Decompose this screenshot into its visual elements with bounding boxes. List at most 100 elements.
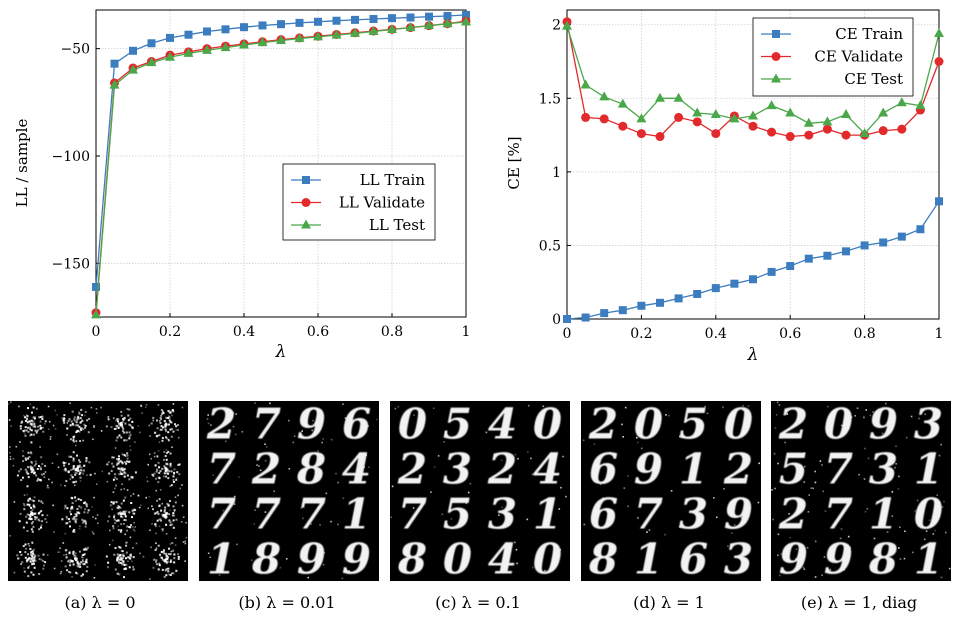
data-point-2 bbox=[785, 107, 796, 117]
sample-digit: 9 bbox=[824, 535, 853, 584]
series-line-0 bbox=[95, 14, 467, 287]
y-tick-label: −50 bbox=[60, 42, 90, 58]
sample-digit: 3 bbox=[679, 490, 708, 539]
data-point-2 bbox=[368, 25, 379, 35]
data-point-0 bbox=[656, 298, 664, 307]
data-point-2 bbox=[766, 100, 777, 110]
x-tick-label: 0.6 bbox=[307, 324, 329, 340]
sample-digit: 4 bbox=[342, 445, 371, 494]
sample-digit: 9 bbox=[634, 445, 663, 494]
sample-digit: 2 bbox=[397, 445, 427, 494]
data-point-0 bbox=[804, 254, 813, 263]
sample-digit: 7 bbox=[398, 490, 427, 539]
sample-digit: 3 bbox=[914, 400, 943, 449]
data-point-0 bbox=[221, 25, 230, 34]
data-point-0 bbox=[240, 23, 248, 32]
data-point-0 bbox=[258, 21, 267, 30]
data-point-0 bbox=[637, 301, 646, 310]
data-point-2 bbox=[461, 16, 471, 26]
sample-noise bbox=[582, 404, 760, 566]
ll-chart: 0 0.2 0.4 0.6 0.8 1−150−100−50 λ LL / sample … bbox=[13, 9, 471, 362]
ce-chart: 0 0.2 0.4 0.6 0.8 1 0 0.5 1 1.5 2 λ CE [%] CE Trai… bbox=[505, 9, 944, 365]
sample-blob bbox=[152, 498, 178, 532]
data-point-1 bbox=[711, 129, 721, 139]
legend-label: CE Validate bbox=[814, 48, 903, 66]
data-point-2 bbox=[202, 44, 212, 54]
ll-grid bbox=[95, 10, 467, 317]
sample-blob bbox=[105, 541, 135, 579]
sample-blob bbox=[106, 452, 137, 487]
data-point-2 bbox=[580, 79, 591, 89]
data-point-2 bbox=[183, 47, 194, 57]
data-point-2 bbox=[405, 22, 416, 32]
ce-ticks: 0 0.2 0.4 0.6 0.8 1 0 0.5 1 1.5 2 bbox=[539, 18, 944, 342]
data-point-1 bbox=[636, 129, 646, 139]
sample-digit: 3 bbox=[488, 490, 517, 539]
data-point-2 bbox=[803, 117, 814, 127]
sample-digit: 2 bbox=[588, 400, 618, 449]
data-point-2 bbox=[636, 113, 647, 123]
data-point-2 bbox=[878, 107, 889, 117]
sample-noise bbox=[771, 401, 951, 579]
legend-marker bbox=[771, 73, 781, 83]
data-point-0 bbox=[600, 309, 609, 318]
data-point-2 bbox=[748, 110, 758, 120]
legend-label: LL Test bbox=[369, 216, 425, 234]
x-tick-label: 0.2 bbox=[159, 324, 181, 340]
data-point-0 bbox=[749, 275, 757, 284]
sample-digit: 0 bbox=[533, 535, 562, 584]
sample-digit: 4 bbox=[488, 400, 517, 449]
caption-b: (b) λ = 0.01 bbox=[238, 593, 335, 612]
ce-series bbox=[562, 17, 944, 323]
data-point-2 bbox=[109, 79, 120, 89]
sample-digit: 8 bbox=[397, 535, 427, 584]
data-point-1 bbox=[841, 130, 851, 140]
sample-image-background bbox=[390, 401, 570, 581]
ce-x-axis-label: λ bbox=[747, 345, 759, 365]
sample-digit: 0 bbox=[914, 490, 943, 539]
caption-d: (d) λ = 1 bbox=[633, 593, 705, 612]
data-point-0 bbox=[92, 282, 100, 291]
sample-digit: 9 bbox=[297, 400, 326, 449]
data-point-2 bbox=[692, 107, 703, 117]
y-tick-label: 2 bbox=[552, 18, 561, 34]
sample-blob bbox=[107, 496, 137, 533]
sample-digit: 9 bbox=[779, 535, 808, 584]
data-point-2 bbox=[655, 92, 665, 102]
legend-label: LL Train bbox=[360, 171, 426, 189]
sample-blob bbox=[105, 408, 134, 442]
data-point-1 bbox=[934, 57, 944, 66]
data-point-2 bbox=[710, 108, 721, 118]
legend-marker bbox=[301, 198, 311, 207]
data-point-0 bbox=[110, 59, 119, 68]
sample-digit: 0 bbox=[398, 400, 427, 449]
data-point-0 bbox=[406, 13, 415, 22]
sample-digit: 7 bbox=[252, 400, 281, 449]
x-tick-label: 0 bbox=[92, 324, 101, 340]
data-point-2 bbox=[896, 97, 907, 107]
sample-digit: 9 bbox=[869, 400, 898, 449]
x-tick-label: 1 bbox=[935, 326, 944, 342]
sample-digit: 1 bbox=[634, 535, 663, 584]
sample-noise bbox=[390, 404, 567, 572]
data-point-0 bbox=[730, 279, 739, 288]
ce-y-axis-label: CE [%] bbox=[505, 136, 523, 189]
sample-digit: 5 bbox=[679, 400, 708, 449]
data-point-2 bbox=[617, 98, 628, 108]
data-point-2 bbox=[562, 20, 572, 30]
sample-blob bbox=[16, 541, 47, 578]
data-point-1 bbox=[767, 127, 777, 137]
data-point-0 bbox=[618, 306, 627, 315]
data-point-0 bbox=[823, 251, 832, 260]
sample-digit: 1 bbox=[869, 490, 898, 539]
y-tick-label: 1 bbox=[552, 165, 561, 181]
data-point-0 bbox=[842, 247, 850, 256]
data-point-2 bbox=[822, 116, 833, 126]
data-point-2 bbox=[146, 57, 157, 67]
data-point-0 bbox=[443, 12, 452, 21]
x-tick-label: 0.8 bbox=[381, 324, 403, 340]
data-point-2 bbox=[424, 20, 434, 30]
x-tick-label: 1 bbox=[462, 324, 471, 340]
data-point-1 bbox=[822, 124, 832, 134]
x-tick-label: 0.4 bbox=[705, 326, 727, 342]
